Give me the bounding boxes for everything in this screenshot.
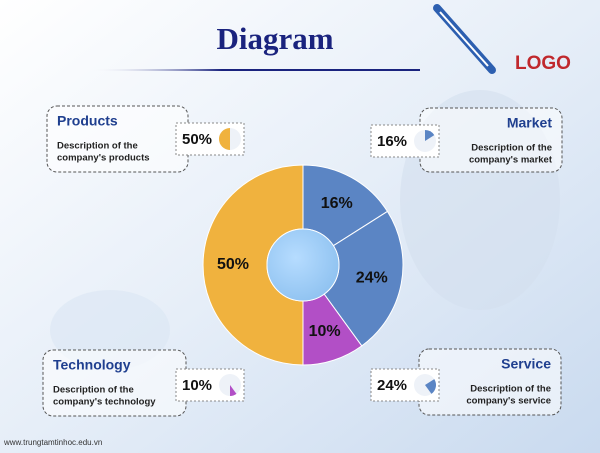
callout-title: Products [57,113,118,129]
badge-icon [230,385,237,396]
logo: LOGO [515,53,571,74]
footer: www.trungtamtinhoc.edu.vn [3,438,102,447]
callout-description: Description of the [470,384,551,395]
chart-title: Diagram [216,21,333,56]
badge-label: 10% [182,377,212,394]
callout-title: Technology [53,357,131,373]
badge-icon [425,130,435,141]
pen-icon [433,4,496,74]
callout-description: Description of the [57,141,138,152]
slice-label: 50% [217,256,249,273]
badge-label: 24% [377,377,407,394]
callout-box [46,105,189,173]
callout-description: company's technology [53,397,156,408]
callout-description: Description of the [53,385,134,396]
callout-title: Service [501,356,551,372]
callout-title: Market [507,115,552,131]
callout-description: company's products [57,153,150,164]
donut-hole [266,228,340,302]
badge-label: 16% [377,133,407,150]
callout-box [418,348,562,416]
callout-description: Description of the [471,143,552,154]
slice-label: 10% [309,323,341,340]
slice-label: 16% [321,195,353,212]
title-rule [90,69,420,71]
slice-label: 24% [356,269,388,286]
badge-icon [425,379,437,394]
callout-description: company's service [466,396,551,407]
badge-icon [219,128,230,150]
callout-description: company's market [469,155,553,166]
badge-label: 50% [182,131,212,148]
